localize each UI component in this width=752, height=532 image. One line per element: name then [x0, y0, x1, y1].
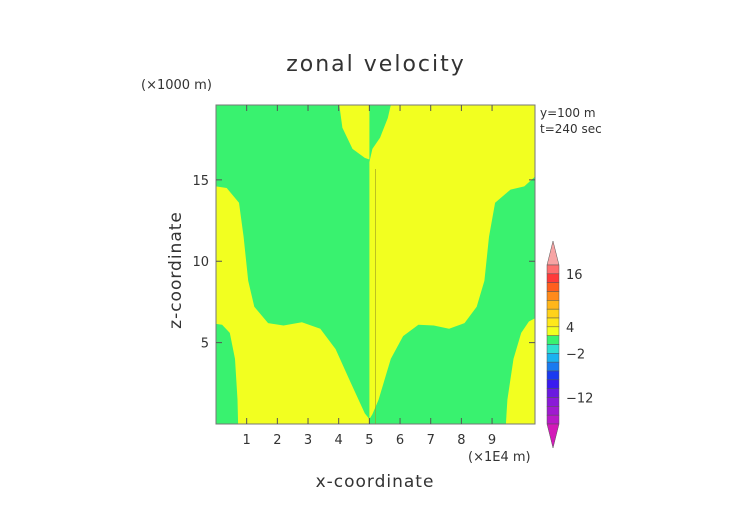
- x-tick-label: 8: [457, 433, 465, 448]
- colorbar-segment: [546, 370, 560, 381]
- x-tick-label: 5: [365, 433, 373, 448]
- y-tick-label: 5: [201, 337, 209, 352]
- region-left-edge-lobe: [216, 186, 370, 424]
- x-tick-label: 3: [304, 433, 312, 448]
- colorbar-segment: [546, 308, 560, 319]
- colorbar-segment: [546, 317, 560, 328]
- colorbar-label: −2: [566, 347, 585, 362]
- x-tick-label: 1: [243, 433, 251, 448]
- x-tick-label: 9: [488, 433, 496, 448]
- plot-area: [215, 104, 536, 425]
- colorbar-segment: [546, 423, 560, 449]
- colorbar-label: −12: [566, 392, 593, 407]
- colorbar-label: 16: [566, 268, 583, 283]
- colorbar-segment: [546, 379, 560, 389]
- colorbar-segment: [546, 264, 560, 275]
- y-axis-label: z-coordinate: [166, 211, 186, 329]
- colorbar-segment: [546, 282, 560, 292]
- annotation-y: y=100 m: [540, 106, 596, 120]
- x-unit-label: (×1E4 m): [468, 450, 531, 465]
- colorbar-segment: [546, 353, 560, 363]
- annotation-t: t=240 sec: [540, 122, 602, 136]
- y-axis: 5 10 15: [192, 174, 535, 352]
- colorbar: 16 4 −2 −12: [546, 240, 593, 449]
- colorbar-segment: [546, 397, 560, 407]
- velocity-regions: [216, 105, 535, 424]
- colorbar-label: 4: [566, 321, 574, 336]
- region-right-half: [369, 105, 535, 420]
- colorbar-segment: [546, 291, 560, 301]
- x-axis-label: x-coordinate: [316, 472, 435, 492]
- x-axis: 1 2 3 4 5 6 7 8 9: [243, 105, 496, 448]
- x-tick-label: 4: [335, 433, 343, 448]
- colorbar-segment: [546, 240, 560, 266]
- colorbar-segment: [546, 388, 560, 398]
- y-unit-label: (×1000 m): [141, 78, 212, 93]
- colorbar-segment: [546, 300, 560, 310]
- y-tick-label: 10: [192, 255, 209, 270]
- colorbar-segment: [546, 406, 560, 416]
- colorbar-segment: [546, 414, 560, 425]
- colorbar-segment: [546, 361, 560, 372]
- colorbar-segment: [546, 326, 560, 336]
- x-tick-label: 7: [427, 433, 435, 448]
- colorbar-segment: [546, 273, 560, 283]
- colorbar-segment: [546, 335, 560, 345]
- x-tick-label: 6: [396, 433, 404, 448]
- plot-frame: [215, 104, 536, 425]
- x-tick-label: 2: [273, 433, 281, 448]
- region-right-bottom-strip: [505, 318, 535, 424]
- region-top-cap: [339, 105, 370, 160]
- y-tick-label: 15: [192, 174, 209, 189]
- chart-title: zonal velocity: [286, 52, 466, 77]
- colorbar-segment: [546, 344, 560, 354]
